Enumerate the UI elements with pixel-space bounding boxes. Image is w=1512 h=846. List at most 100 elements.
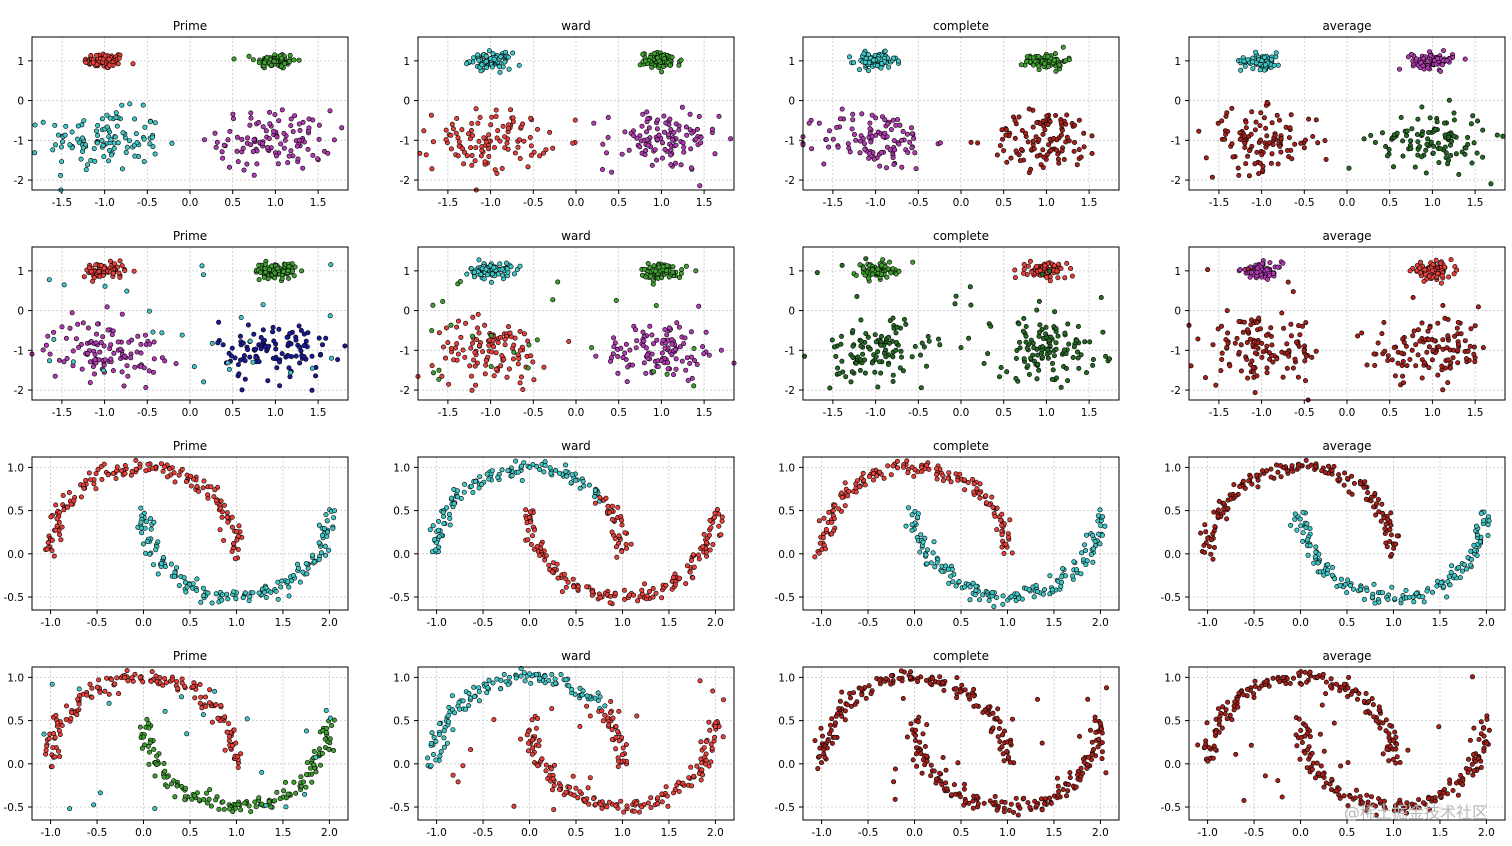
data-point	[488, 333, 494, 339]
data-point	[205, 590, 211, 596]
data-point	[1218, 368, 1224, 374]
data-point	[475, 120, 481, 126]
data-point	[502, 59, 508, 65]
data-point	[642, 266, 648, 272]
data-point	[114, 675, 120, 681]
data-point	[534, 337, 540, 343]
data-point	[291, 57, 297, 63]
data-point	[491, 373, 497, 379]
data-point	[151, 369, 157, 375]
data-point	[328, 262, 334, 268]
scatter-panel-8: average-1.5 -1.0 -0.5 0.0 0.5 1.0 1.510-1-2	[1171, 229, 1506, 419]
data-point	[219, 514, 225, 520]
y-tick-label: -2	[400, 175, 410, 187]
data-point	[976, 490, 982, 496]
data-point	[869, 134, 875, 140]
data-point	[712, 151, 718, 157]
data-point	[1208, 551, 1214, 557]
data-point	[480, 349, 486, 355]
data-point	[1305, 552, 1311, 558]
data-point	[1201, 542, 1207, 548]
data-point	[1412, 164, 1418, 170]
data-point	[1059, 148, 1065, 154]
data-point	[1417, 265, 1423, 271]
data-point	[659, 275, 665, 281]
data-point	[615, 504, 621, 510]
data-point	[339, 125, 345, 131]
data-point	[516, 356, 522, 362]
data-point	[1452, 333, 1458, 339]
data-point	[609, 503, 615, 509]
data-point	[631, 592, 637, 598]
data-point	[160, 468, 166, 474]
data-point	[589, 589, 595, 595]
data-point	[270, 355, 276, 361]
data-point	[107, 62, 113, 68]
data-point	[273, 588, 279, 594]
data-point	[1448, 569, 1454, 575]
data-point	[1264, 365, 1270, 371]
data-point	[1292, 516, 1298, 522]
data-point	[1075, 349, 1081, 355]
data-point	[258, 334, 264, 340]
data-point	[301, 331, 307, 337]
data-point	[149, 669, 155, 675]
data-point	[229, 548, 235, 554]
data-point	[1399, 350, 1405, 356]
data-point	[264, 54, 270, 60]
data-point	[196, 488, 202, 494]
data-point	[266, 343, 272, 349]
data-point	[281, 130, 287, 136]
data-point	[295, 156, 301, 162]
data-point	[878, 271, 884, 277]
data-point	[1229, 141, 1235, 147]
data-point	[1062, 330, 1068, 336]
data-point	[593, 353, 599, 359]
data-point	[919, 340, 925, 346]
data-point	[606, 509, 612, 515]
data-point	[463, 320, 469, 326]
data-point	[663, 582, 669, 588]
data-point	[421, 128, 427, 134]
data-point	[46, 277, 52, 283]
data-point	[1413, 342, 1419, 348]
data-point	[75, 321, 81, 327]
data-point	[1068, 265, 1074, 271]
data-point	[639, 123, 645, 129]
panel-title: complete	[933, 229, 989, 243]
data-point	[1395, 360, 1401, 366]
data-point	[1029, 269, 1035, 275]
data-point	[225, 519, 231, 525]
data-point	[1337, 476, 1343, 482]
data-point	[924, 561, 930, 567]
data-point	[143, 550, 149, 556]
data-point	[126, 138, 132, 144]
y-tick-label: 1	[788, 266, 795, 278]
data-point	[550, 297, 556, 303]
data-point	[150, 329, 156, 335]
data-point	[299, 268, 305, 274]
data-point	[455, 351, 461, 357]
data-point	[1326, 463, 1332, 469]
data-point	[1263, 125, 1269, 131]
data-point	[1051, 57, 1057, 63]
data-point	[231, 589, 237, 595]
data-point	[650, 585, 656, 591]
data-point	[993, 594, 999, 600]
data-point	[1451, 347, 1457, 353]
data-point	[468, 128, 474, 134]
data-point	[1445, 316, 1451, 322]
data-point	[867, 126, 873, 132]
data-point	[670, 372, 676, 378]
data-point	[868, 139, 874, 145]
data-point	[435, 527, 441, 533]
data-point	[659, 350, 665, 356]
data-point	[1269, 120, 1275, 126]
data-point	[1034, 120, 1040, 126]
data-point	[1472, 547, 1478, 553]
data-point	[940, 478, 946, 484]
data-point	[1079, 550, 1085, 556]
data-point	[303, 561, 309, 567]
data-point	[227, 734, 233, 740]
data-point	[274, 265, 280, 271]
